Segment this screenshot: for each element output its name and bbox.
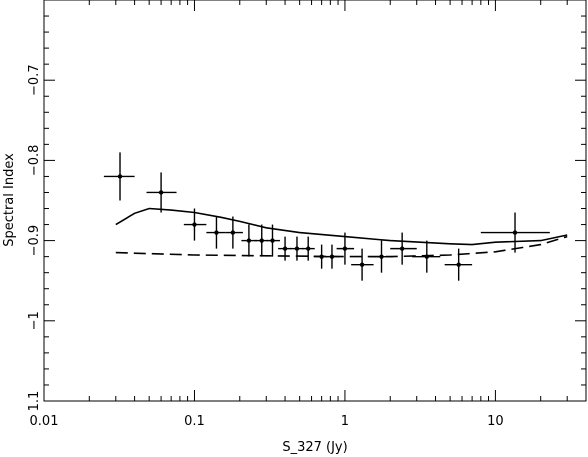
data-point [206,216,226,249]
data-point [103,152,135,201]
data-point [254,224,269,257]
data-point [146,172,177,213]
data-point-marker [282,246,288,251]
y-axis-label: Spectral Index [2,153,17,247]
data-point-marker [158,190,164,195]
dashed-model-line [115,235,568,258]
x-axis-label: S_327 (Jy) [282,440,347,455]
data-point [241,224,257,257]
series-layer [103,152,568,281]
x-tick-label: 0.1 [184,414,205,429]
data-point-marker [456,262,461,267]
data-point [336,232,355,265]
data-point-marker [246,238,252,243]
data-point [289,236,304,261]
data-point-marker [319,254,324,259]
data-point-marker [117,174,123,179]
y-tick-label: 1.1 [27,391,42,412]
data-point-marker [399,246,405,251]
data-point-marker [342,246,348,251]
data-point [480,212,550,253]
data-point [444,248,473,281]
y-tick-label: −0.7 [27,64,42,96]
data-point [390,232,417,265]
data-point [278,236,292,261]
plot-frame [43,0,587,402]
data-point [351,248,374,281]
data-point-marker [379,254,384,259]
data-point-marker [214,230,219,235]
data-point-marker [270,238,275,243]
y-tick-label: −0.9 [27,225,42,257]
y-tick-label: −0.8 [27,145,42,177]
data-point-marker [424,254,430,259]
data-point-marker [294,246,300,251]
data-point [266,224,280,257]
data-point [412,240,441,273]
data-point-marker [259,238,264,243]
y-tick-labels: −0.7 −0.8 −0.9 −1 1.1 [27,64,42,411]
data-point-marker [192,222,197,227]
x-tick-label: 10 [487,414,504,429]
data-point-marker [230,230,236,235]
data-point [325,244,340,269]
data-point [225,216,243,249]
x-tick-labels: 0.01 0.1 1 10 [30,414,504,429]
x-tick-label: 1 [341,414,349,429]
data-point [302,236,315,261]
data-point [369,240,394,273]
y-tick-label: −1 [27,311,42,330]
solid-model-line [115,207,568,246]
data-point-marker [512,230,518,235]
data-point [183,208,207,241]
x-tick-label: 0.01 [30,414,59,429]
axis-ticks [43,0,587,402]
data-point-marker [306,246,311,251]
data-point-marker [359,262,365,267]
data-point-marker [329,254,335,259]
